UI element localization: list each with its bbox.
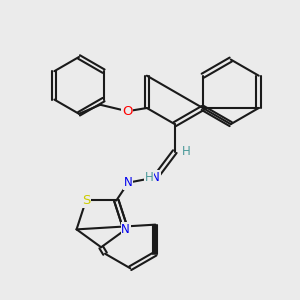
Text: H: H (145, 171, 153, 184)
Text: N: N (151, 171, 160, 184)
Text: O: O (122, 105, 133, 118)
Text: N: N (122, 223, 130, 236)
Text: H: H (182, 145, 191, 158)
Text: S: S (82, 194, 90, 207)
Text: N: N (124, 176, 133, 189)
